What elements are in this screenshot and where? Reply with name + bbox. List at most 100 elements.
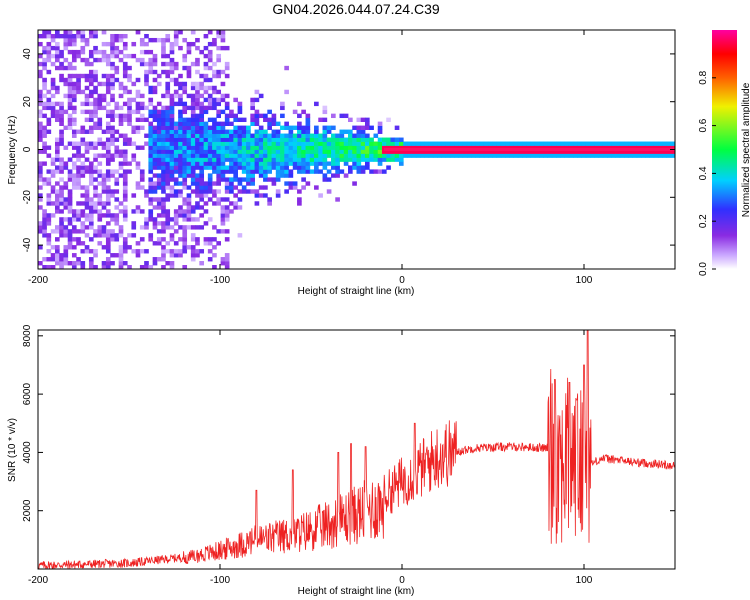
spectrogram-cell <box>216 181 222 186</box>
spectrogram-cell <box>377 125 383 130</box>
spectrogram-cell <box>318 145 323 150</box>
spectrogram-cell <box>216 129 222 134</box>
spectrogram-cell <box>54 65 60 71</box>
spectrogram-cell <box>127 105 132 111</box>
spectrogram-cell <box>173 153 179 158</box>
spectrogram-cell <box>152 205 158 210</box>
spectrogram-cell <box>258 113 264 119</box>
spectrogram-cell <box>267 109 272 115</box>
spectrogram-cell <box>118 257 124 262</box>
spectrogram-cell <box>67 217 73 222</box>
spectrogram-cell <box>152 137 158 142</box>
spectrogram-cell <box>182 121 188 126</box>
spectrogram-cell <box>551 149 557 154</box>
spectrogram-cell <box>161 249 166 254</box>
spectrogram-cell <box>182 65 188 71</box>
spectrogram-cell <box>301 133 306 138</box>
spectrogram-cell <box>411 153 417 158</box>
spectrogram-cell <box>76 77 81 83</box>
spectrogram-cell <box>97 217 103 222</box>
spectrogram-cell <box>203 45 209 51</box>
spectrogram-cell <box>229 189 234 194</box>
spectrogram-cell <box>500 153 506 158</box>
spectrogram-cell <box>288 157 294 162</box>
spectrogram-cell <box>195 141 200 146</box>
spectrogram-cell <box>80 129 86 134</box>
spectrogram-cell <box>165 209 171 214</box>
spectrogram-cell <box>105 121 111 126</box>
spectrogram-cell <box>203 105 209 111</box>
spectrogram-cell <box>662 149 667 154</box>
spectrogram-cell <box>216 133 222 138</box>
spectrogram-cell <box>199 169 205 174</box>
spectrogram-cell <box>110 97 115 103</box>
spectrogram-cell <box>173 221 179 226</box>
spectrogram-x-label: Height of straight line (km) <box>298 286 415 297</box>
spectrogram-cell <box>229 177 234 182</box>
spectrogram-cell <box>59 117 64 123</box>
spectrogram-cell <box>258 129 264 134</box>
spectrogram-cell <box>42 209 47 214</box>
spectrogram-cell <box>152 161 158 166</box>
spectrogram-cell <box>305 145 311 150</box>
spectrogram-cell <box>165 117 171 123</box>
spectrogram-cell <box>220 93 226 99</box>
spectrogram-cell <box>186 165 192 170</box>
spectrogram-cell <box>195 241 200 246</box>
spectrogram-cell <box>284 169 289 174</box>
spectrogram-cell <box>165 217 171 222</box>
spectrogram-cell <box>326 137 332 142</box>
spectrogram-cell <box>233 193 238 198</box>
spectrogram-cell <box>420 153 425 158</box>
spectrogram-cell <box>624 145 629 150</box>
spectrogram-cell <box>369 145 374 150</box>
spectrogram-cell <box>93 229 98 234</box>
spectrogram-cell <box>71 73 77 79</box>
spectrogram-cell <box>322 109 328 115</box>
spectrogram-cell <box>233 137 238 142</box>
spectrogram-cell <box>258 93 264 99</box>
spectrogram-cell <box>105 233 111 238</box>
spectrogram-cell <box>186 121 192 126</box>
colorbar-tick-label: 0.0 <box>698 262 709 276</box>
spectrogram-cell <box>93 121 98 126</box>
spectrogram-cell <box>339 153 345 158</box>
spectrogram-cell <box>88 165 94 170</box>
spectrogram-cell <box>105 85 111 91</box>
spectrogram-cell <box>190 253 196 258</box>
spectrogram-cell <box>71 177 77 182</box>
spectrogram-cell <box>139 185 145 190</box>
spectrogram-cell <box>114 253 120 258</box>
spectrogram-cell <box>437 145 442 150</box>
spectrogram-cell <box>220 133 226 138</box>
spectrogram-cell <box>38 125 43 130</box>
spectrogram-cell <box>105 241 111 246</box>
spectrogram-cell <box>305 149 311 154</box>
spectrogram-cell <box>110 41 115 47</box>
spectrogram-cell <box>292 137 298 142</box>
spectrogram-cell <box>250 145 255 150</box>
spectrogram-cell <box>343 157 349 162</box>
spectrogram-cell <box>156 113 162 119</box>
spectrogram-cell <box>322 161 328 166</box>
spectrogram-cell <box>76 89 81 95</box>
spectrogram-cell <box>356 129 362 134</box>
spectrogram-cell <box>46 105 52 111</box>
spectrogram-cell <box>46 221 52 226</box>
spectrogram-cell <box>186 173 192 178</box>
spectrogram-cell <box>54 225 60 230</box>
spectrogram-cell <box>292 161 298 166</box>
spectrogram-cell <box>322 137 328 142</box>
spectrogram-cell <box>195 37 200 43</box>
spectrogram-cell <box>67 77 73 83</box>
spectrogram-cell <box>598 153 604 158</box>
spectrogram-cell <box>178 173 183 178</box>
spectrogram-cell <box>339 149 345 154</box>
spectrogram-cell <box>101 141 107 146</box>
spectrogram-cell <box>118 229 124 234</box>
spectrogram-cell <box>67 89 73 95</box>
spectrogram-cell <box>178 253 183 258</box>
spectrogram-cell <box>101 185 107 190</box>
spectrogram-cell <box>314 161 319 166</box>
spectrogram-cell <box>492 149 498 154</box>
